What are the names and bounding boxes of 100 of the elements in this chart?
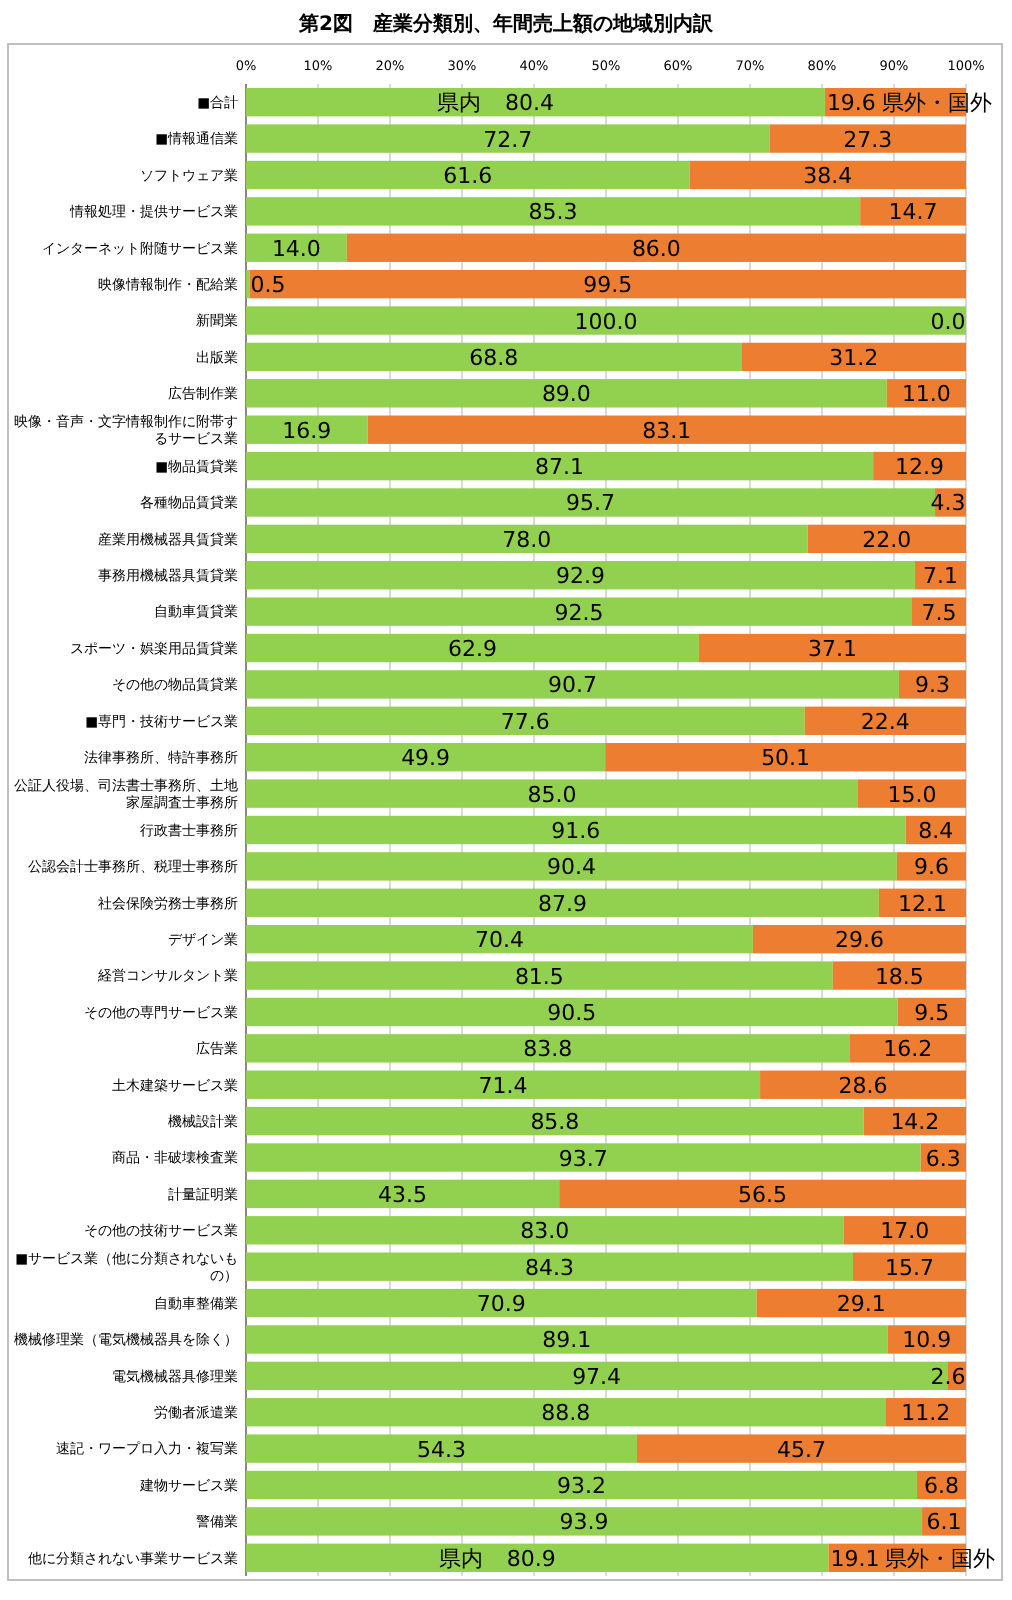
bar (246, 1470, 918, 1500)
data-label: 12.9 (895, 454, 945, 481)
data-label: 88.8 (541, 1400, 591, 1427)
data-label: 6.8 (924, 1473, 960, 1500)
data-label: 15.0 (887, 781, 937, 808)
bar (698, 633, 966, 663)
data-label: 22.4 (860, 708, 910, 735)
data-label: 27.3 (843, 126, 893, 153)
data-label: 8.4 (918, 818, 954, 844)
bar (246, 1288, 757, 1318)
bar (246, 379, 887, 408)
bar (246, 1325, 888, 1354)
data-label: 29.1 (836, 1291, 886, 1318)
bar (246, 88, 825, 117)
data-label: 85.8 (530, 1109, 580, 1136)
bar (246, 342, 742, 372)
data-label: 2.6 (930, 1363, 966, 1390)
data-label: 80.4 (504, 90, 554, 117)
data-label: 19.6 (826, 90, 876, 117)
bar (849, 1034, 966, 1063)
bar (246, 706, 805, 736)
bar (246, 1106, 864, 1136)
data-label: 4.3 (930, 490, 966, 517)
bar (246, 670, 900, 699)
bar (246, 1034, 850, 1063)
bar (246, 124, 770, 153)
bar (246, 1398, 886, 1427)
data-label: 85.0 (527, 781, 577, 808)
data-label: 92.9 (555, 563, 605, 590)
bar (246, 888, 879, 917)
data-label: 7.5 (921, 599, 957, 626)
bar (843, 1216, 966, 1245)
data-label: 49.9 (401, 745, 451, 772)
data-label: 37.1 (807, 636, 857, 663)
bar (858, 779, 966, 808)
bar (852, 1252, 966, 1281)
data-label: 87.1 (535, 454, 585, 481)
data-label: 100.0 (574, 308, 638, 335)
data-label: 95.7 (566, 490, 616, 517)
bar (246, 1252, 853, 1281)
data-label: 97.4 (572, 1363, 622, 1390)
bar (246, 815, 906, 845)
data-label: 90.4 (546, 854, 596, 881)
bar (559, 1179, 966, 1209)
bar (246, 1434, 637, 1463)
data-label: 50.1 (761, 745, 811, 772)
data-label: 6.3 (925, 1145, 961, 1172)
data-label: 92.5 (554, 599, 604, 626)
data-label: 93.9 (559, 1509, 609, 1536)
data-label: 89.0 (541, 381, 591, 408)
bar (367, 415, 966, 444)
bar (246, 597, 912, 626)
bar (752, 924, 966, 954)
bar (689, 160, 966, 190)
data-label: 80.9 (506, 1545, 556, 1572)
data-label: 72.7 (483, 126, 533, 153)
series-label: 県内 (436, 90, 481, 117)
data-label: 12.1 (897, 890, 947, 917)
data-label: 91.6 (551, 818, 601, 844)
bar (246, 961, 833, 990)
bar (246, 1179, 560, 1209)
bar (246, 451, 874, 481)
data-label: 11.0 (901, 381, 951, 408)
bar (860, 197, 966, 226)
data-label: 86.0 (631, 235, 681, 262)
data-label: 62.9 (447, 636, 497, 663)
bar (760, 1070, 966, 1099)
bar (346, 233, 966, 262)
bar (912, 597, 966, 626)
data-label: 83.8 (523, 1036, 573, 1063)
text: 県内 (438, 1545, 483, 1572)
data-label: 70.9 (476, 1291, 526, 1318)
data-label: 89.1 (542, 1327, 592, 1354)
data-label: 71.4 (478, 1072, 528, 1099)
bar (246, 524, 808, 554)
data-label: 19.1 (830, 1545, 880, 1572)
bar (246, 924, 753, 954)
bar (804, 706, 966, 736)
data-label: 83.0 (520, 1218, 570, 1245)
data-label: 61.6 (443, 162, 493, 189)
data-label: 38.4 (803, 162, 853, 189)
data-label: 43.5 (378, 1181, 428, 1208)
data-label: 14.7 (888, 199, 938, 226)
bar (246, 1070, 761, 1099)
data-label: 10.9 (902, 1327, 952, 1354)
data-label: 77.6 (500, 708, 550, 735)
data-label: 29.6 (834, 927, 884, 954)
bar (886, 379, 966, 408)
data-label: 18.5 (874, 963, 924, 990)
data-label: 14.2 (890, 1109, 940, 1136)
data-label: 0.5 (250, 272, 286, 299)
data-label: 90.7 (548, 672, 598, 699)
bar (246, 852, 897, 881)
data-label: 45.7 (776, 1436, 826, 1463)
chart-title: 第2図 産業分類別、年間売上額の地域別内訳 (297, 12, 715, 36)
bar (756, 1288, 966, 1318)
data-label: 7.1 (922, 563, 958, 590)
data-label: 14.0 (271, 235, 321, 262)
data-label: 87.9 (537, 890, 587, 917)
data-label: 70.4 (474, 927, 524, 954)
